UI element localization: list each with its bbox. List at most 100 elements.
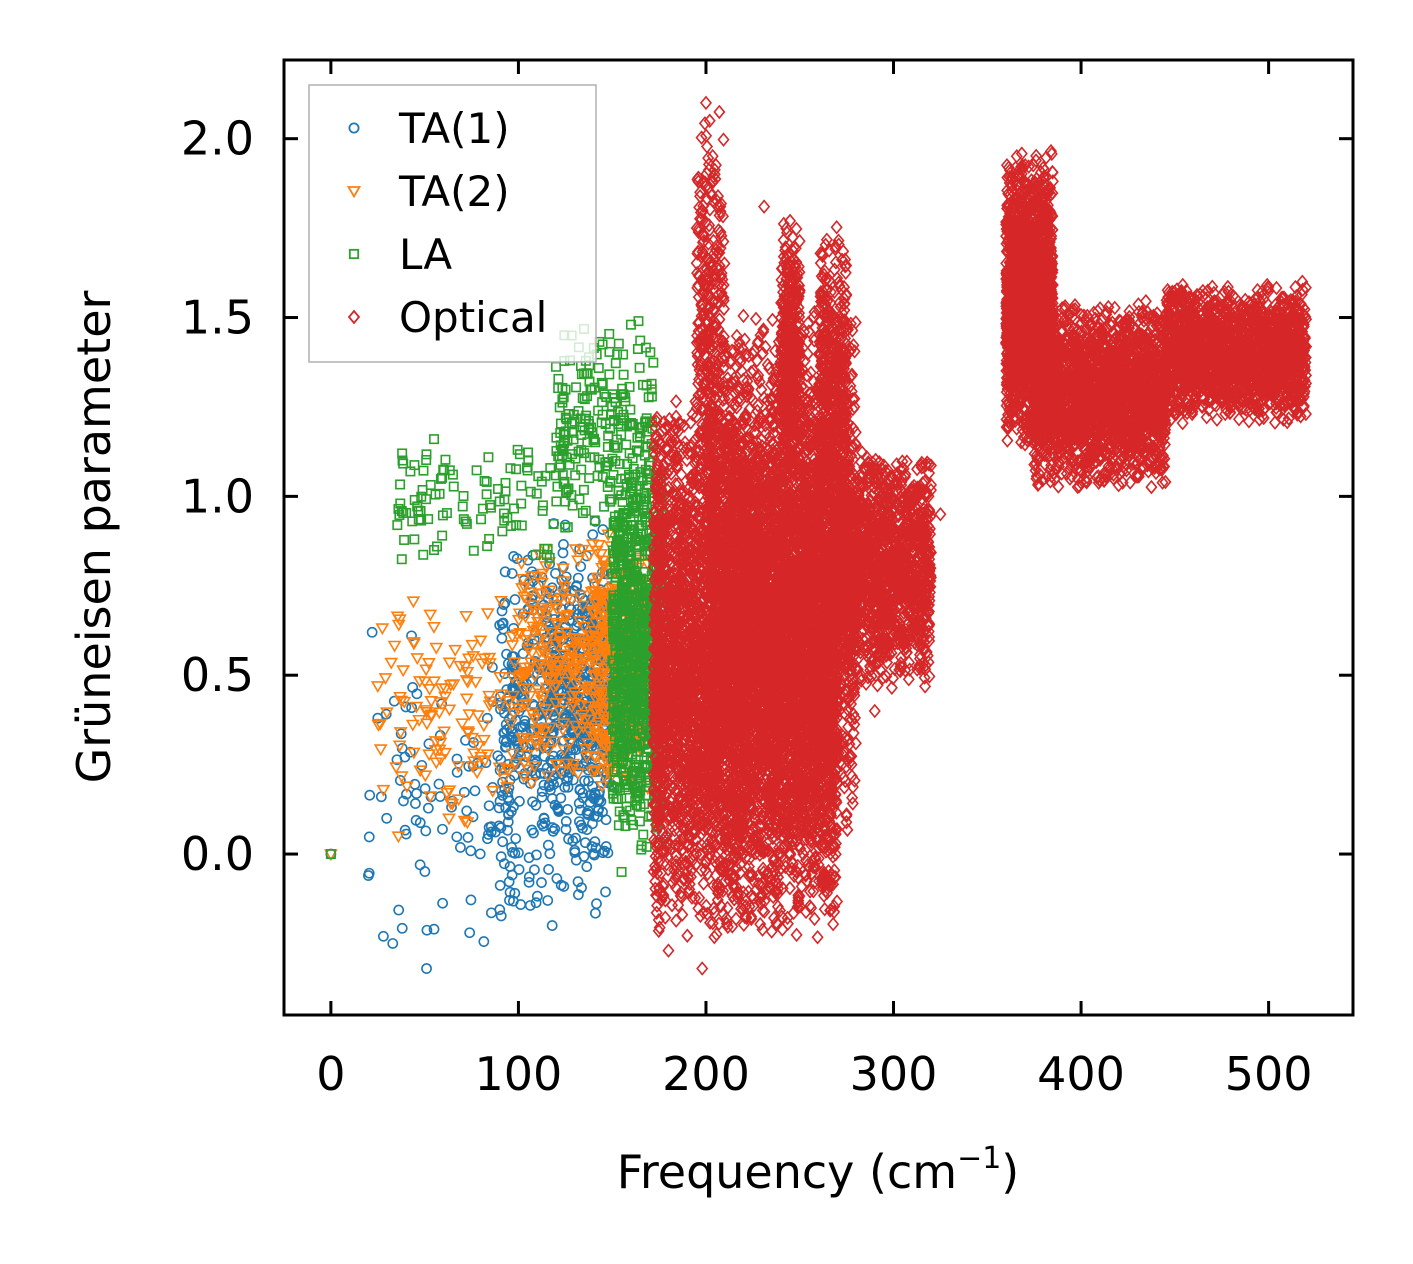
ta-2-marker xyxy=(575,544,590,557)
ta-2-marker xyxy=(413,765,428,778)
ta-2-marker xyxy=(494,689,509,702)
ta-2-marker xyxy=(451,761,466,773)
ta-1-marker xyxy=(451,831,463,843)
ta-1-marker xyxy=(570,744,582,756)
ta-1-marker xyxy=(572,876,584,888)
ta-1-marker xyxy=(591,898,602,910)
ta-1-marker xyxy=(462,831,474,843)
ta-2-marker xyxy=(420,718,434,731)
ta-1-marker xyxy=(414,817,426,829)
ta-1-marker xyxy=(563,742,575,754)
ta-2-marker xyxy=(422,749,436,762)
ta-2-marker xyxy=(453,660,468,673)
ta-2-marker xyxy=(593,673,608,686)
ta-2-marker xyxy=(553,593,568,606)
ta-1-marker xyxy=(545,784,556,796)
ta-2-marker xyxy=(513,628,527,640)
ta-2-marker xyxy=(405,719,420,732)
ta-2-marker xyxy=(540,770,555,783)
ta-1-marker xyxy=(469,785,481,797)
ta-2-marker xyxy=(511,673,526,686)
ta-2-marker xyxy=(578,653,593,666)
ta-1-marker xyxy=(576,882,587,894)
ta-1-marker xyxy=(513,795,525,807)
ta-1-marker xyxy=(506,869,518,881)
ta-2-marker xyxy=(526,621,541,634)
ta-2-marker xyxy=(572,712,587,725)
ta-2-marker xyxy=(410,653,425,666)
ta-2-marker xyxy=(438,747,453,760)
ta-1-marker xyxy=(493,802,505,814)
ta-2-marker xyxy=(572,633,587,646)
ta-1-marker xyxy=(587,848,599,859)
ta-1-marker xyxy=(508,551,520,562)
ta-2-marker xyxy=(544,660,559,673)
ta-1-marker xyxy=(494,904,506,916)
ta-2-marker xyxy=(406,596,421,609)
ta-1-marker xyxy=(515,899,527,910)
ta-2-marker xyxy=(471,741,486,753)
ta-1-marker xyxy=(577,787,589,799)
ta-2-marker xyxy=(573,616,587,628)
ta-2-marker xyxy=(442,657,457,670)
ta-2-marker xyxy=(459,611,473,623)
ta-1-marker xyxy=(579,775,591,787)
ta-2-marker xyxy=(514,558,529,571)
ta-2-marker xyxy=(549,617,564,630)
ta-2-marker xyxy=(465,761,480,773)
ta-2-marker xyxy=(556,576,571,589)
la-marker xyxy=(632,343,643,354)
ta-2-marker xyxy=(514,732,529,745)
ta-1-marker xyxy=(587,529,599,541)
la-marker xyxy=(580,505,591,516)
ta-2-marker xyxy=(370,681,385,694)
la-marker xyxy=(476,514,487,525)
ta-2-marker xyxy=(560,609,575,622)
la-marker xyxy=(396,554,407,565)
ta-2-marker xyxy=(439,787,454,800)
ta-1-marker xyxy=(526,824,538,836)
ta-2-marker xyxy=(585,766,600,779)
la-marker xyxy=(604,328,615,339)
ta-2-marker xyxy=(461,728,476,741)
ta-2-marker xyxy=(424,696,439,708)
ta-2-marker xyxy=(482,690,497,703)
ta-2-marker xyxy=(397,696,412,709)
ta-2-marker xyxy=(433,697,448,710)
ta-2-marker xyxy=(516,573,530,586)
ta-2-marker xyxy=(474,751,488,764)
ta-2-marker xyxy=(594,549,609,561)
ta-1-marker xyxy=(523,852,535,864)
ta-2-marker xyxy=(532,646,547,659)
ta-2-marker xyxy=(468,676,483,689)
ta-2-marker xyxy=(575,709,590,722)
ta-1-marker xyxy=(542,839,554,851)
ta-2-marker xyxy=(535,645,550,658)
ta-2-marker xyxy=(373,744,388,757)
ta-2-marker xyxy=(419,664,433,677)
ta-1-marker xyxy=(529,864,540,876)
ta-2-marker xyxy=(501,765,516,778)
ta-1-marker xyxy=(506,841,517,853)
ta-1-marker xyxy=(422,802,434,814)
ta-2-marker xyxy=(373,718,388,731)
ta-2-marker xyxy=(563,657,577,670)
ta-2-marker xyxy=(477,734,491,747)
ta-1-marker xyxy=(366,626,378,638)
la-marker xyxy=(648,357,659,368)
ta-1-marker xyxy=(569,844,581,856)
la-marker xyxy=(457,501,468,512)
ta-2-marker xyxy=(485,785,500,798)
ta-1-marker xyxy=(513,705,525,717)
ta-2-marker xyxy=(476,720,491,733)
ta-1-marker xyxy=(575,819,587,831)
ta-2-marker xyxy=(460,676,475,689)
ta-1-marker xyxy=(506,732,517,743)
ta-2-marker xyxy=(582,683,596,696)
ta-2-marker xyxy=(579,751,594,764)
ta-1-marker xyxy=(497,836,509,848)
ta-1-marker xyxy=(509,887,521,899)
ta-2-marker xyxy=(465,639,480,652)
ta-1-marker xyxy=(502,816,514,828)
la-marker xyxy=(537,500,548,511)
